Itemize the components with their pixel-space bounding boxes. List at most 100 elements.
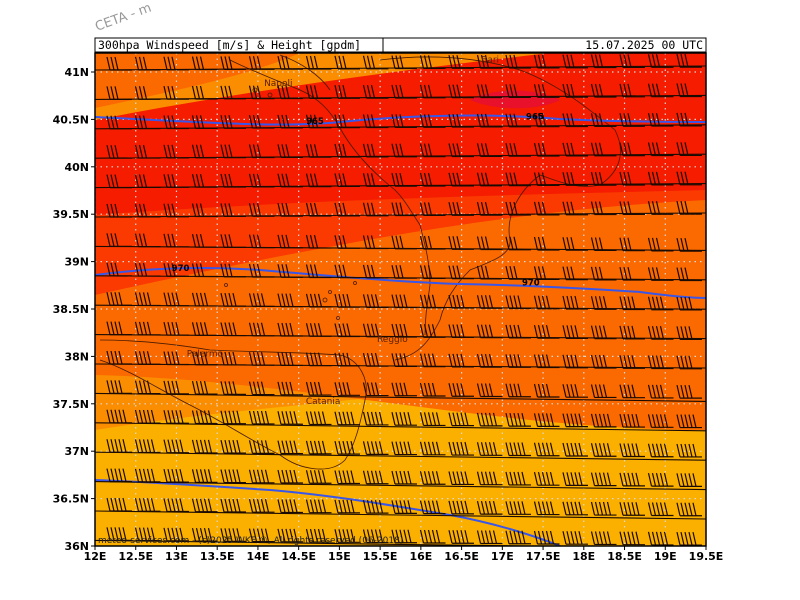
wind-barb: [305, 144, 332, 158]
watermark-text: CETA - m: [93, 1, 153, 35]
lon-label: 14.5E: [281, 550, 316, 563]
lat-label: 41N: [64, 66, 89, 79]
wind-barb: [134, 380, 161, 395]
wind-barb: [505, 471, 531, 486]
wind-barb: [448, 441, 474, 456]
wind-barb: [334, 173, 360, 188]
wind-barb: [106, 439, 132, 453]
wind-barb: [220, 234, 246, 248]
wind-barb: [562, 201, 588, 216]
wind-barb: [590, 172, 617, 186]
wind-barb: [448, 383, 474, 397]
wind-barb: [163, 144, 189, 159]
wind-barb: [562, 266, 588, 281]
wind-barb: [676, 414, 702, 429]
wind-barb: [134, 498, 161, 512]
wind-barb: [419, 382, 446, 397]
wind-barb: [590, 201, 617, 216]
wind-barb: [391, 500, 417, 514]
city-labels: Napoli Bari Palermo Reggio Catania: [187, 56, 499, 407]
wind-barb: [448, 84, 474, 99]
wind-barb: [362, 173, 389, 187]
wind-barb: [590, 384, 617, 399]
wind-barb: [134, 115, 161, 130]
wind-barb: [362, 202, 389, 217]
wind-barb: [220, 144, 246, 159]
wind-barb: [676, 326, 702, 340]
wind-barb: [533, 413, 560, 427]
wind-barb: [533, 530, 560, 545]
wind-barb: [248, 528, 275, 543]
wind-barb: [305, 234, 332, 249]
wind-barb: [505, 172, 531, 187]
wind-barb: [533, 472, 560, 486]
wind-barb: [248, 114, 275, 129]
wind-barb: [220, 322, 246, 337]
wind-barb: [220, 528, 246, 542]
wind-barb: [191, 351, 218, 366]
wind-barbs: [106, 54, 702, 546]
wind-barb: [391, 353, 417, 367]
wind-barb: [163, 115, 189, 130]
wind-barb: [334, 323, 360, 338]
wind-barb: [533, 501, 560, 516]
wind-barb: [362, 84, 389, 99]
wind-barb: [334, 470, 360, 485]
wind-barb: [191, 115, 218, 129]
wind-barb: [391, 323, 417, 338]
wind-barb: [448, 471, 474, 486]
wind-barb: [391, 84, 417, 99]
wind-barb: [391, 202, 417, 217]
wind-barb: [419, 235, 446, 250]
lon-label: 17E: [491, 550, 514, 563]
wind-barb: [590, 501, 617, 516]
wind-barb: [334, 293, 360, 308]
wind-barb: [163, 174, 189, 188]
wind-barb: [619, 296, 645, 311]
city-label-catania: Catania: [306, 397, 341, 407]
wind-barb: [106, 497, 132, 512]
wind-barb: [163, 263, 189, 277]
wind-barb: [163, 498, 189, 513]
wind-barb: [248, 56, 275, 70]
wind-barb: [676, 296, 702, 311]
wind-barb: [334, 85, 360, 99]
wind-barb: [362, 55, 389, 70]
wind-barb: [562, 354, 588, 369]
wind-barb: [562, 237, 588, 251]
wind-barb: [476, 236, 503, 251]
wind-barb: [448, 412, 474, 427]
wind-barb: [220, 263, 246, 278]
wind-barb: [419, 324, 446, 338]
wind-barb: [391, 294, 417, 309]
wind-barb: [277, 440, 303, 455]
wind-barb: [533, 354, 560, 369]
wind-barb: [391, 412, 417, 426]
wind-barb: [476, 202, 503, 216]
wind-barb: [476, 412, 503, 427]
wind-barb: [220, 351, 246, 366]
wind-barb: [334, 143, 360, 158]
wind-barb: [505, 324, 531, 339]
wind-barb: [590, 472, 617, 487]
wind-barb: [220, 293, 246, 307]
wind-barb: [134, 468, 161, 483]
wind-barb: [619, 142, 645, 157]
wind-barb: [163, 321, 189, 336]
wind-barb: [505, 236, 531, 251]
wind-barb: [362, 114, 389, 129]
city-label-napoli: Napoli: [264, 79, 292, 89]
wind-barb: [419, 412, 446, 427]
wind-barb: [448, 324, 474, 339]
wind-barb: [277, 293, 303, 308]
contour-970: [95, 266, 706, 299]
wind-barb: [248, 352, 275, 366]
wind-barb: [590, 443, 617, 457]
wind-barb: [676, 502, 702, 517]
wind-barb: [334, 382, 360, 396]
wind-barb: [134, 351, 161, 365]
wind-barb: [448, 172, 474, 187]
wind-barb: [334, 499, 360, 514]
wind-barb: [647, 414, 674, 428]
